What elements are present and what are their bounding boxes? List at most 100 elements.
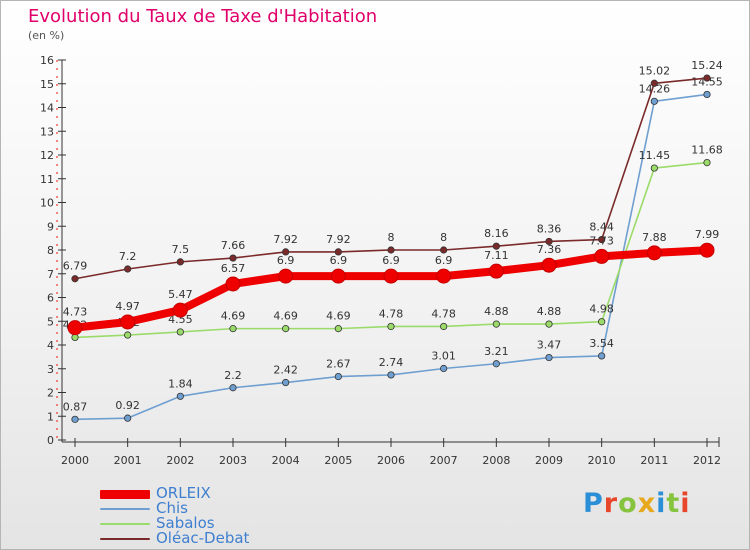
data-point — [334, 325, 342, 333]
data-point — [545, 320, 553, 328]
data-point — [440, 364, 448, 373]
legend-label: Sabalos — [156, 514, 215, 532]
data-point — [334, 372, 342, 381]
data-point — [598, 235, 606, 244]
data-point — [124, 331, 132, 339]
data-point — [492, 320, 500, 328]
x-tick-label: 2002 — [166, 454, 194, 467]
x-tick-label: 2003 — [219, 454, 247, 467]
data-label: 2.42 — [273, 364, 298, 377]
data-label: 8.16 — [484, 227, 509, 240]
series-chis: 0.87 0.92 1.84 2.2 2.42 2.67 2.74 3.01 3.21 3.47 3… — [63, 75, 723, 423]
x-tick-label: 2010 — [588, 454, 616, 467]
data-label: 7.88 — [642, 231, 667, 244]
data-point — [650, 164, 658, 172]
data-point — [703, 74, 711, 82]
chart-title: Evolution du Taux de Taxe d'Habitation — [28, 6, 378, 27]
y-tick-label: 7 — [47, 268, 54, 281]
legend-swatch — [100, 523, 150, 525]
data-label: 2.67 — [326, 358, 351, 371]
logo-letter: i — [656, 488, 667, 519]
x-tick-label: 2005 — [324, 454, 352, 467]
data-label: 4.69 — [273, 310, 298, 323]
data-point — [598, 352, 606, 360]
data-label: 2.74 — [379, 356, 404, 369]
legend-swatch — [100, 538, 150, 540]
y-tick-label: 10 — [40, 197, 54, 210]
data-point — [492, 242, 500, 250]
data-point — [282, 248, 290, 256]
y-tick-label: 2 — [47, 387, 54, 400]
data-point — [124, 414, 132, 422]
data-point — [176, 258, 184, 266]
data-point — [387, 322, 395, 331]
data-label: 11.68 — [691, 144, 723, 157]
data-label: 5.47 — [168, 288, 193, 301]
data-label: 3.21 — [484, 345, 509, 358]
data-label: 4.88 — [484, 305, 509, 318]
logo-letter: o — [618, 488, 638, 519]
data-label: 15.02 — [639, 64, 671, 77]
logo-letter: i — [680, 488, 691, 519]
data-label: 0.92 — [115, 399, 140, 412]
y-tick-label: 11 — [40, 173, 54, 186]
data-label: 3.54 — [589, 337, 614, 350]
data-label: 8 — [440, 231, 447, 244]
data-point — [488, 263, 504, 279]
data-point — [541, 257, 557, 273]
series-ol-ac-debat: 6.79 7.2 7.5 7.66 7.92 7.92 8 8 8.16 8.36 8.44 15.0… — [63, 59, 723, 283]
data-point — [330, 268, 346, 284]
data-label: 7.92 — [326, 233, 351, 246]
y-tick-label: 0 — [47, 434, 54, 447]
data-label: 4.69 — [221, 310, 246, 323]
data-point — [176, 392, 184, 400]
data-point — [646, 245, 662, 261]
data-point — [436, 268, 452, 284]
data-point — [278, 268, 294, 284]
data-label: 3.47 — [537, 339, 562, 352]
y-tick-label: 4 — [47, 339, 54, 352]
data-label: 4.78 — [431, 307, 456, 320]
y-tick-label: 12 — [40, 149, 54, 162]
data-point — [282, 378, 290, 387]
legend-label: Oléac-Debat — [156, 529, 250, 547]
data-label: 14.26 — [639, 82, 671, 95]
data-point — [334, 248, 342, 256]
data-point — [545, 237, 553, 246]
data-point — [387, 246, 395, 254]
legend-swatch — [100, 508, 150, 510]
data-point — [229, 325, 237, 333]
data-label: 7.5 — [172, 243, 190, 256]
data-point — [67, 320, 83, 336]
data-label: 6.9 — [277, 254, 295, 267]
y-tick-label: 15 — [40, 78, 54, 91]
data-label: 4.98 — [589, 303, 614, 316]
legend-label: Chis — [156, 499, 188, 517]
data-point — [492, 360, 500, 368]
data-point — [229, 384, 237, 392]
data-label: 3.01 — [431, 350, 456, 363]
data-point — [594, 248, 610, 264]
y-tick-label: 1 — [47, 410, 54, 423]
y-tick-label: 3 — [47, 363, 54, 376]
data-label: 4.73 — [63, 306, 88, 319]
legend-label: ORLEIX — [156, 484, 211, 502]
data-point — [650, 79, 658, 87]
data-label: 8 — [388, 231, 395, 244]
x-tick-label: 2000 — [61, 454, 89, 467]
logo-letter: P — [583, 488, 604, 519]
series-sabalos: 4.324.424.554.694.694.694.784.784.884.88… — [63, 144, 723, 341]
data-label: 15.24 — [691, 59, 723, 72]
data-point — [703, 90, 711, 99]
data-point — [545, 353, 553, 362]
data-point — [71, 415, 79, 423]
data-point — [383, 268, 399, 284]
y-tick-label: 13 — [40, 125, 54, 138]
data-label: 7.92 — [273, 233, 298, 246]
data-point — [440, 246, 448, 254]
data-label: 4.69 — [326, 310, 351, 323]
data-label: 11.45 — [639, 149, 671, 162]
x-tick-label: 2001 — [114, 454, 142, 467]
data-label: 7.73 — [589, 234, 614, 247]
